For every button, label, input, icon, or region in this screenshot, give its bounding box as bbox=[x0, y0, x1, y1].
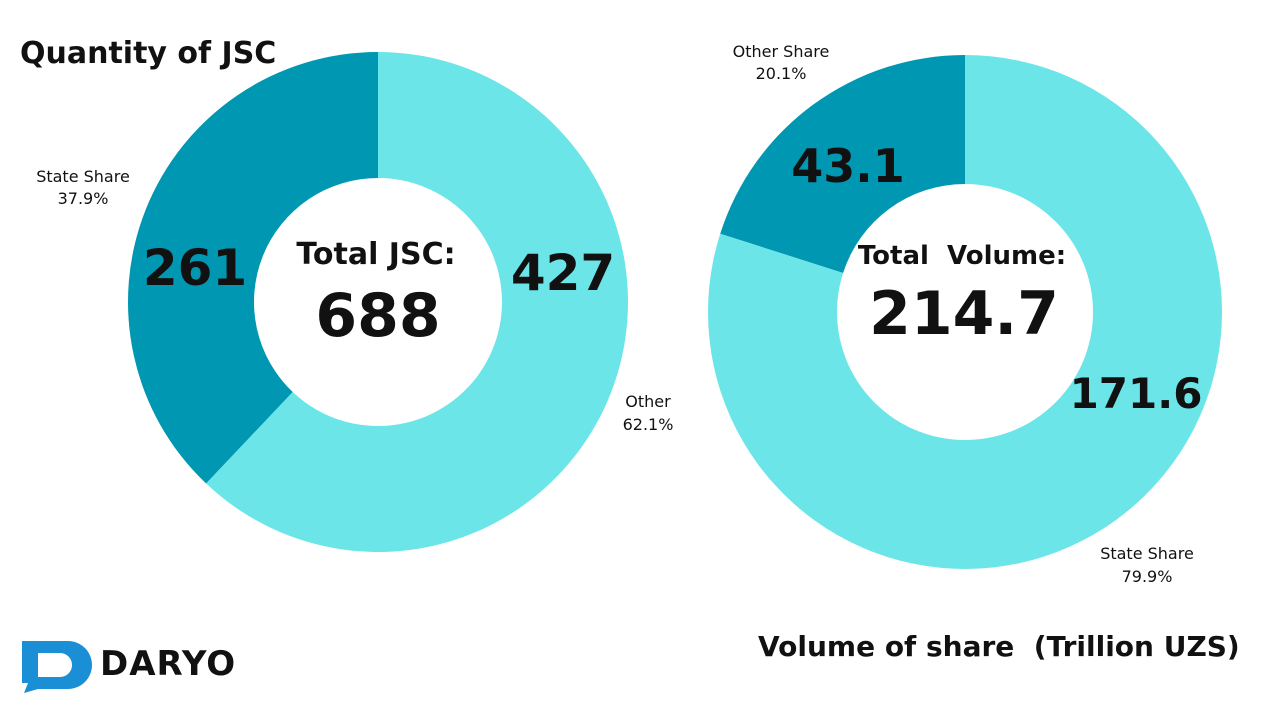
center-label-total-jsc: Total JSC: bbox=[296, 237, 455, 272]
donut-chart-volume: 43.1 171.6 Other Share 20.1% State Share… bbox=[708, 42, 1222, 586]
slice-name-state-share-volume: State Share bbox=[1100, 544, 1194, 563]
center-value-total-volume: 214.7 bbox=[869, 279, 1059, 349]
slice-state-share bbox=[128, 52, 378, 484]
slice-other bbox=[206, 52, 628, 552]
slice-percent-state-share: 37.9% bbox=[58, 189, 109, 208]
slice-percent-state-share-volume: 79.9% bbox=[1122, 567, 1173, 586]
daryo-logo-icon bbox=[22, 641, 92, 693]
slice-name-other-share: Other Share bbox=[733, 42, 830, 61]
value-label-state-share: 261 bbox=[143, 239, 247, 297]
center-value-total-jsc: 688 bbox=[315, 281, 440, 351]
slice-other-share bbox=[720, 55, 965, 274]
value-label-other: 427 bbox=[511, 244, 615, 302]
chart-title-volume: Volume of share (Trillion UZS) bbox=[758, 630, 1240, 663]
value-label-state-share-volume: 171.6 bbox=[1070, 369, 1203, 418]
brand-name: DARYO bbox=[100, 644, 237, 684]
center-label-total-volume: Total Volume: bbox=[858, 241, 1066, 271]
slice-state-share-volume bbox=[708, 55, 1222, 570]
value-label-other-share: 43.1 bbox=[791, 139, 905, 193]
donut-chart-quantity: 261 427 State Share 37.9% Other 62.1% To… bbox=[36, 52, 673, 552]
slice-name-state-share: State Share bbox=[36, 167, 130, 186]
slice-percent-other-share: 20.1% bbox=[756, 64, 807, 83]
slice-name-other: Other bbox=[625, 392, 671, 411]
chart-title-quantity: Quantity of JSC bbox=[20, 36, 277, 71]
slice-percent-other: 62.1% bbox=[623, 415, 674, 434]
